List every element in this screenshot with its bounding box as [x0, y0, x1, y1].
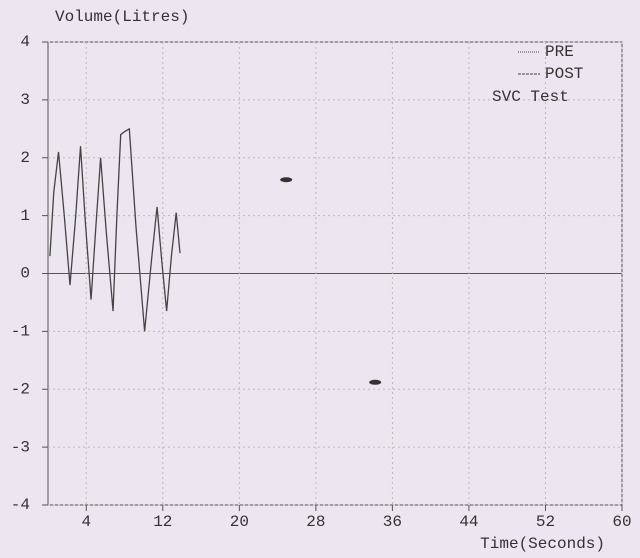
- annotation: SVC Test: [492, 88, 569, 106]
- legend-label: POST: [545, 65, 583, 83]
- y-tick-label: 0: [20, 265, 30, 283]
- x-tick-label: 28: [306, 513, 325, 531]
- x-tick-label: 36: [383, 513, 402, 531]
- x-tick-label: 52: [536, 513, 555, 531]
- x-tick-label: 4: [81, 513, 91, 531]
- y-tick-label: 3: [20, 91, 30, 109]
- data-line: [49, 127, 181, 332]
- x-tick-label: 44: [459, 513, 478, 531]
- y-tick-label: 4: [20, 33, 30, 51]
- x-axis-title: Time(Seconds): [480, 535, 605, 553]
- y-tick-label: -3: [11, 438, 30, 456]
- x-tick-label: 12: [153, 513, 172, 531]
- legend-label: PRE: [545, 43, 574, 61]
- x-tick-label: 20: [230, 513, 249, 531]
- y-tick-label: -4: [11, 496, 30, 514]
- marker: [369, 379, 382, 385]
- marker: [280, 177, 293, 183]
- y-tick-label: 2: [20, 149, 30, 167]
- x-tick-label: 60: [612, 513, 631, 531]
- y-tick-label: -1: [11, 323, 30, 341]
- y-tick-label: 1: [20, 207, 30, 225]
- y-axis-title: Volume(Litres): [55, 8, 189, 26]
- y-tick-label: -2: [11, 380, 30, 398]
